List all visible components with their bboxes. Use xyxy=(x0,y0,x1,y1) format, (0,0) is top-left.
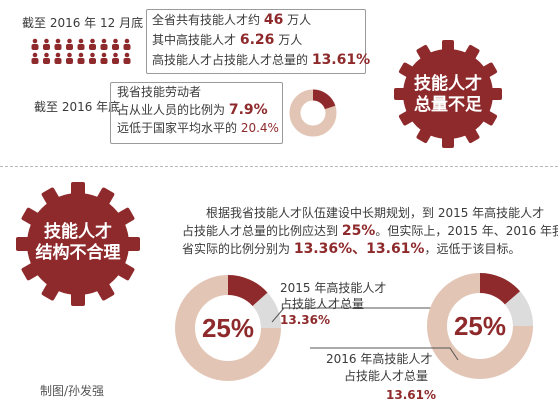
donut-target-2015: 25% xyxy=(201,313,255,343)
paragraph-line-3: 省实际的比例分别为 13.36%、13.61%，远低于该目标。 xyxy=(182,241,521,257)
donut-icon xyxy=(289,89,337,137)
date-label-2: 截至 2016 年底 xyxy=(34,100,121,114)
callout-line-2015 xyxy=(271,307,436,323)
paragraph-line-1: 根据我省技能人才队伍建设中长期规划，到 2015 年高技能人才 xyxy=(206,206,545,220)
stats-box-1 xyxy=(146,9,366,74)
stat-line-2: 其中高技能人才 6.26 万人 xyxy=(152,32,303,48)
stat-line-5: 占从业人员的比例为 7.9% xyxy=(117,102,268,118)
stat-line-3: 高技能人才占技能人才总量的 13.61% xyxy=(152,52,371,68)
stat-line-1: 全省共有技能人才约 46 万人 xyxy=(152,12,312,28)
gear-title-2: 技能人才 结构不合理 xyxy=(35,222,121,263)
credit-text: 制图/孙发强 xyxy=(40,384,105,398)
stats-box-2 xyxy=(110,82,283,144)
donut-chart-2016 xyxy=(427,273,533,379)
paragraph-line-2: 占技能人才总量的比例应达到 25%。但实际上，2015 年、2016 年我 xyxy=(182,223,558,239)
section-divider xyxy=(0,166,558,167)
callout-line-2016 xyxy=(310,347,459,361)
gear-icon xyxy=(394,40,502,148)
stat-line-6: 远低于国家平均水平的 20.4% xyxy=(117,121,279,135)
donut-label-2016-line1: 2016 年高技能人才 xyxy=(326,352,433,366)
donut-label-2016-line2: 占技能人才总量 xyxy=(344,369,429,383)
donut-chart-2015 xyxy=(175,275,281,381)
gear-title-1: 技能人才 总量不足 xyxy=(414,74,482,115)
date-label-1: 截至 2016 年 12 月底 xyxy=(22,16,144,30)
donut-label-2015-line1: 2015 年高技能人才 xyxy=(280,281,387,295)
donut-value-2015: 13.36% xyxy=(280,313,330,327)
donut-value-2016: 13.61% xyxy=(386,388,436,402)
stat-line-4: 我省技能劳动者 xyxy=(117,85,202,99)
donut-target-2016: 25% xyxy=(453,311,507,341)
gear-icon xyxy=(16,182,140,306)
people-icon xyxy=(31,38,131,64)
